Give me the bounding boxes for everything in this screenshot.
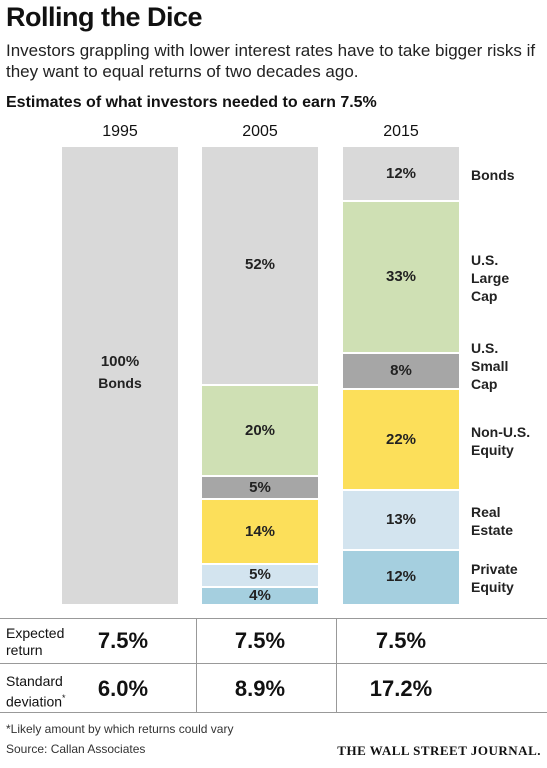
std-deviation-2005: 8.9%: [234, 676, 286, 701]
row-divider-mid: [0, 663, 547, 664]
legend-label-non-us-equity: Non-U.S. Equity: [471, 423, 531, 458]
expected-return-2015: 7.5%: [375, 628, 427, 653]
bar-segment-real-estate-2015: [343, 491, 459, 549]
data-label-small-cap-2015: 8%: [390, 361, 412, 379]
bar-segment-large-cap-2015: [343, 202, 459, 352]
bar-segment-non-us-equity-2015: [343, 390, 459, 490]
column-1995: 100% Bonds: [62, 147, 178, 606]
legend-label-large-cap: U.S. Large Cap: [471, 251, 510, 304]
data-label-real-estate-2005: 5%: [249, 566, 271, 584]
expected-return-1995: 7.5%: [97, 628, 149, 653]
legend-label-private-equity: Private Equity: [471, 561, 518, 596]
footnote: *Likely amount by which returns could va…: [6, 722, 234, 736]
data-label-small-cap-2005: 5%: [249, 478, 271, 496]
data-label-private-equity-2015: 12%: [385, 568, 417, 586]
bar-segment-private-equity-2005: [202, 587, 318, 604]
data-label-real-estate-2015: 13%: [385, 511, 417, 529]
data-label-private-equity-2005: 4%: [249, 586, 271, 604]
chart-title: Estimates of what investors needed to ea…: [6, 94, 377, 111]
data-label-bonds-2015: 12%: [385, 164, 417, 182]
column-divider-1: [196, 618, 197, 712]
column-divider-2: [336, 618, 337, 712]
data-label-large-cap-2015: 33%: [385, 267, 417, 285]
data-label-non-us-equity-2005: 14%: [244, 522, 276, 540]
chart-subtitle: Investors grappling with lower interest …: [6, 41, 536, 81]
bar-segment-small-cap-2015: [343, 353, 459, 389]
standard-deviation-text: Standard deviation: [6, 673, 63, 710]
expected-return-label: Expected return: [6, 625, 65, 658]
year-label-1995: 1995: [102, 123, 138, 140]
bar-segment-bonds-2015: [343, 147, 459, 201]
source-note: Source: Callan Associates: [6, 742, 146, 756]
year-label-2015: 2015: [383, 123, 419, 140]
standard-deviation-label: Standard deviation*: [6, 673, 66, 711]
std-deviation-1995: 6.0%: [97, 676, 149, 701]
masthead: THE WALL STREET JOURNAL.: [337, 743, 541, 758]
std-deviation-2015: 17.2%: [369, 676, 433, 701]
legend-label-bonds: Bonds: [471, 166, 515, 183]
bar-segment-small-cap-2005: [202, 477, 318, 499]
row-divider-top: [0, 618, 547, 619]
column-2015: 12% 33% 8% 22% 13% 12%: [343, 147, 459, 606]
column-2005: 52% 20% 5% 14% 5% 4%: [202, 147, 318, 606]
chart-headline: Rolling the Dice: [6, 2, 203, 32]
footnote-marker: *: [62, 693, 66, 703]
bar-segment-private-equity-2015: [343, 550, 459, 604]
data-label-bonds-1995: 100%: [100, 352, 140, 370]
bar-segment-bonds-1995: [62, 147, 178, 604]
bar-segment-non-us-equity-2005: [202, 500, 318, 563]
year-label-2005: 2005: [242, 123, 278, 140]
data-label-large-cap-2005: 20%: [244, 421, 276, 439]
row-divider-bottom: [0, 712, 547, 713]
data-label-non-us-equity-2015: 22%: [385, 430, 417, 448]
expected-return-2005: 7.5%: [234, 628, 286, 653]
inline-series-label: Bonds: [98, 374, 142, 391]
bar-segment-real-estate-2005: [202, 564, 318, 586]
data-label-bonds-2005: 52%: [244, 256, 276, 274]
bar-segment-bonds-2005: [202, 147, 318, 384]
legend-label-small-cap: U.S. Small Cap: [471, 339, 509, 392]
legend-label-real-estate: Real Estate: [471, 504, 514, 539]
bar-segment-large-cap-2005: [202, 385, 318, 476]
